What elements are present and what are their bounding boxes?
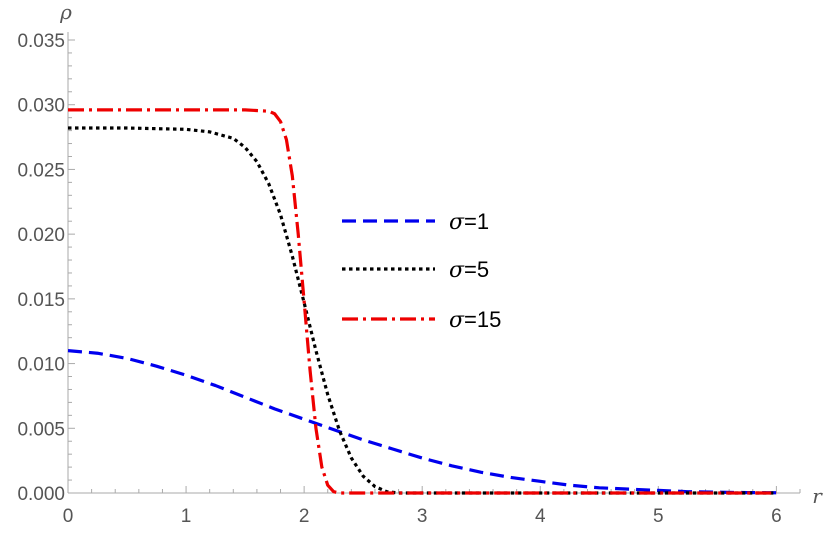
legend-sigma-symbol: σ: [449, 308, 465, 333]
x-tick-label: 4: [535, 506, 546, 527]
x-tick-label: 5: [653, 506, 664, 527]
legend-label-1: σ=1: [449, 209, 489, 235]
y-tick-label: 0.020: [17, 225, 65, 246]
y-tick-label: 0.035: [17, 31, 65, 52]
y-tick-label: 0.005: [17, 419, 65, 440]
legend-label-3: σ=15: [449, 307, 501, 333]
legend-label-2: σ=5: [449, 257, 489, 283]
legend-sigma-symbol: σ: [449, 258, 465, 283]
legend-value: =15: [464, 307, 501, 332]
legend: σ=1σ=5σ=15: [342, 209, 501, 333]
x-tick-label: 6: [771, 506, 782, 527]
x-tick-label: 1: [181, 506, 192, 527]
y-axis-label: ρ: [59, 0, 72, 24]
series-line-3: [68, 108, 777, 495]
x-tick-label: 3: [417, 506, 428, 527]
axes: 0 1 2 3 4 5 6 0.000 0.005 0.010 0.015 0.020 0.025 0.0…: [17, 0, 823, 527]
x-axis-label: r: [812, 484, 823, 508]
legend-value: =1: [464, 209, 489, 234]
legend-sigma-symbol: σ: [449, 210, 465, 235]
legend-value: =5: [464, 257, 489, 282]
y-tick-label: 0.030: [17, 96, 65, 117]
series-line-2: [68, 126, 777, 495]
x-tick-label: 2: [299, 506, 310, 527]
series-line-1: [67, 349, 777, 495]
y-tick-label: 0.015: [17, 290, 65, 311]
series-layer: [67, 108, 777, 495]
y-tick-label: 0.000: [17, 484, 65, 505]
x-tick-label: 0: [63, 506, 74, 527]
y-tick-label: 0.025: [17, 160, 65, 181]
y-tick-label: 0.010: [17, 355, 65, 376]
